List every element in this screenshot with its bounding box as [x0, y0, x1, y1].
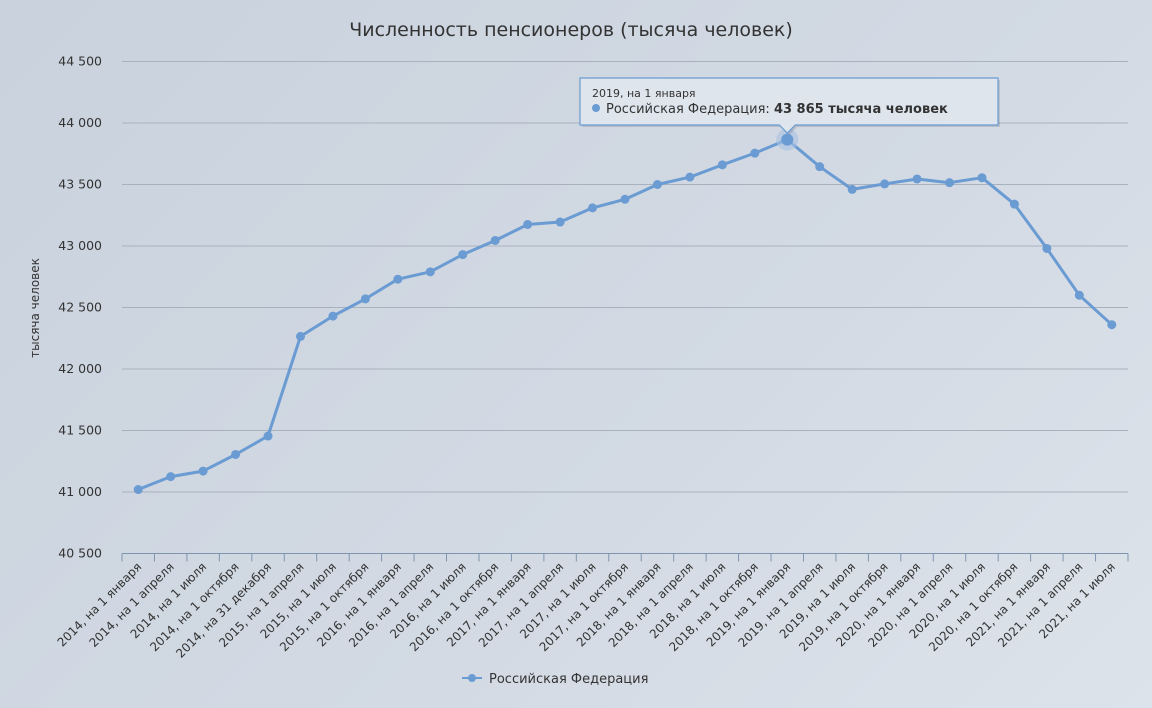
data-point[interactable] [555, 217, 565, 227]
data-point[interactable] [1009, 199, 1019, 209]
tooltip-header: 2019, на 1 января [592, 87, 696, 100]
data-point[interactable] [880, 179, 890, 189]
y-tick-label: 42 500 [58, 300, 102, 315]
data-point[interactable] [685, 172, 695, 182]
y-tick-label: 41 000 [58, 484, 102, 499]
y-axis-label: тысяча человек [28, 258, 42, 358]
data-point[interactable] [588, 203, 598, 213]
data-point[interactable] [198, 466, 208, 476]
chart-title: Численность пенсионеров (тысяча человек) [349, 19, 793, 41]
data-point[interactable] [360, 294, 370, 304]
data-point[interactable] [1042, 243, 1052, 253]
data-point[interactable] [458, 250, 468, 260]
data-point[interactable] [393, 274, 403, 284]
data-point[interactable] [945, 178, 955, 188]
data-point[interactable] [425, 267, 435, 277]
y-tick-label: 40 500 [58, 546, 102, 561]
data-point[interactable] [815, 162, 825, 172]
series-line [136, 138, 1114, 491]
tooltip-box [579, 77, 999, 134]
data-point[interactable] [977, 173, 987, 183]
data-point[interactable] [231, 449, 241, 459]
data-point[interactable] [620, 194, 630, 204]
y-tick-label: 43 000 [58, 238, 102, 253]
data-point[interactable] [652, 180, 662, 189]
y-axis-ticks: 40 500 41 000 41 500 42 000 42 500 43 000 43 5… [58, 54, 102, 561]
data-point[interactable] [1107, 320, 1117, 330]
y-tick-label: 44 000 [58, 115, 102, 130]
tooltip-series-text: Российская Федерация: 43 865 тысяча чело… [606, 102, 948, 117]
y-tick-label: 43 500 [58, 177, 102, 192]
data-point[interactable] [781, 133, 794, 146]
data-point[interactable] [912, 174, 922, 184]
tooltip-marker-icon [592, 104, 600, 112]
data-point[interactable] [847, 184, 857, 194]
data-point[interactable] [750, 148, 760, 158]
tooltip: 2019, на 1 января Российская Федерация: 4… [579, 77, 1000, 135]
data-point[interactable] [166, 472, 176, 482]
data-point[interactable] [717, 160, 727, 170]
tooltip-value: 43 865 тысяча человек [774, 102, 948, 117]
y-tick-label: 41 500 [58, 423, 102, 438]
data-point[interactable] [295, 331, 305, 341]
data-point[interactable] [133, 485, 143, 495]
data-point[interactable] [523, 219, 533, 229]
series-layer [133, 128, 1117, 495]
legend[interactable]: Российская Федерация [462, 672, 648, 687]
data-point[interactable] [263, 431, 273, 441]
y-tick-label: 42 000 [58, 361, 102, 376]
legend-marker-icon [468, 674, 476, 682]
data-point[interactable] [328, 311, 338, 321]
tooltip-series-label: Российская Федерация: [606, 102, 774, 117]
data-point[interactable] [1074, 290, 1084, 300]
legend-item-label[interactable]: Российская Федерация [489, 672, 648, 687]
data-point[interactable] [490, 235, 500, 245]
y-tick-label: 44 500 [58, 54, 102, 69]
